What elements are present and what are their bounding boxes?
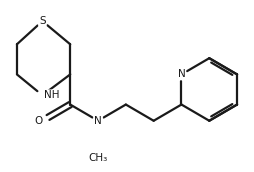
Text: CH₃: CH₃ (88, 153, 108, 163)
Text: NH: NH (44, 90, 59, 100)
Text: S: S (39, 16, 46, 26)
Text: N: N (94, 116, 102, 126)
Text: O: O (34, 116, 42, 126)
Text: N: N (178, 69, 185, 79)
